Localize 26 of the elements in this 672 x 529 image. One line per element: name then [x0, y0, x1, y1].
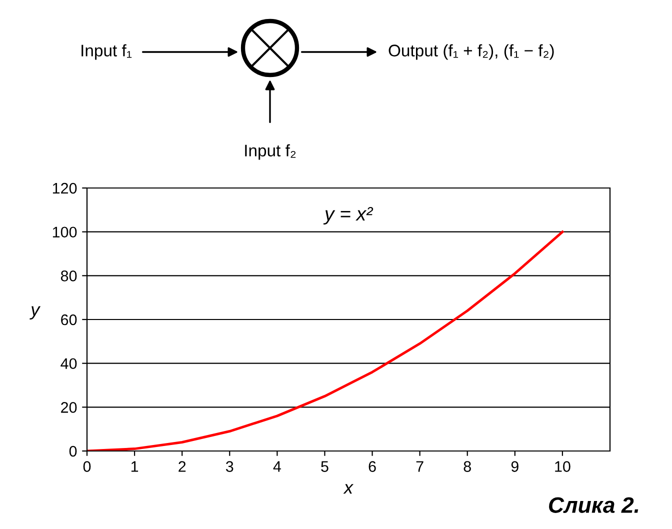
text: Input f₁ — [82, 44, 132, 60]
text: y = x² — [323, 207, 374, 225]
x-tick-label: 6 — [368, 461, 376, 472]
y-tick-label: 40 — [60, 358, 77, 370]
y-tick-label: 20 — [61, 402, 77, 413]
text: Output (f₁ + f₂), (f₁ − f₂) — [388, 44, 554, 60]
x-axis-title: x — [343, 484, 354, 494]
text: Слика 2. — [549, 497, 638, 513]
x-tick-label: 10 — [555, 461, 570, 472]
y-tick-label: 100 — [52, 226, 77, 238]
x-tick-label: 0 — [83, 461, 91, 472]
x-tick-label: 9 — [511, 461, 518, 472]
x-tick-label: 7 — [416, 461, 424, 472]
y-tick-label: 80 — [60, 270, 77, 282]
x-tick-label: 3 — [226, 461, 234, 472]
x-tick-label: 5 — [321, 461, 328, 472]
y-tick-label: 60 — [61, 314, 77, 326]
x-tick-label: 4 — [273, 461, 281, 472]
x-tick-label: 2 — [178, 461, 186, 472]
text: Input f₂ — [245, 144, 296, 160]
y-tick-label: 120 — [52, 182, 77, 194]
y-tick-label: 0 — [69, 446, 77, 457]
y-axis-title: y — [30, 306, 41, 320]
x-tick-label: 1 — [131, 461, 138, 472]
x-tick-label: 8 — [464, 461, 471, 472]
line-series — [87, 230, 564, 451]
